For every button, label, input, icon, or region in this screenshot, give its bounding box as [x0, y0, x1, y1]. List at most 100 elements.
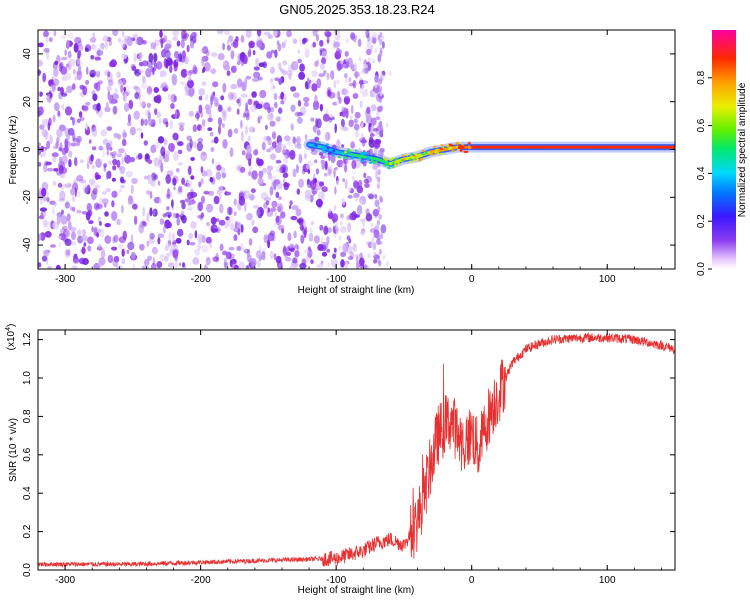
spectrogram-noise-blob [153, 157, 160, 167]
spectrogram-noise-blob [153, 209, 156, 215]
spectrogram-artifact-blob [379, 47, 383, 54]
spectrogram-noise-blob [297, 100, 302, 107]
spectrogram-noise-blob [121, 31, 125, 37]
spectrogram-noise-blob [89, 73, 95, 78]
spectrogram-noise-blob [274, 101, 278, 109]
spectrogram-ridge-speckle [405, 153, 409, 157]
spectrogram-ridge-speckle [412, 159, 416, 162]
spectrogram-noise-blob [64, 49, 67, 56]
spectrogram-noise-blob [163, 138, 168, 146]
spectrogram-noise-blob [330, 154, 336, 164]
spectrogram-noise-blob [272, 85, 276, 89]
spectrogram-noise-blob [112, 158, 118, 166]
spectrogram-noise-blob [54, 102, 60, 112]
spectrogram-noise-blob [175, 168, 180, 173]
spectrogram-noise-blob [129, 156, 136, 163]
spectrogram-noise-blob [342, 126, 349, 132]
spectrogram-noise-blob [274, 77, 280, 81]
spectrogram-noise-blob [41, 128, 48, 138]
spectrogram-haze-blob [358, 56, 362, 62]
spectrogram-noise-blob [43, 30, 49, 38]
spectrogram-noise-blob [240, 93, 248, 98]
spectrogram-noise-blob [241, 131, 244, 142]
spectrogram-noise-blob [286, 251, 292, 256]
spectrogram-noise-blob [324, 131, 331, 141]
snr-y-tick-label: 0.0 [22, 563, 33, 577]
spectrogram-noise-blob [353, 192, 360, 199]
spectrogram-noise-blob [97, 47, 101, 57]
spectrogram-noise-blob [117, 148, 125, 154]
spectrogram-noise-blob [64, 106, 73, 116]
spectrogram-noise-blob [315, 33, 319, 42]
spectrogram-noise-blob [290, 215, 298, 221]
spectrogram-artifact-blob [380, 149, 384, 156]
spectrogram-noise-blob [146, 85, 153, 96]
spectrogram-noise-blob [212, 81, 219, 88]
spectrogram-noise-blob [82, 229, 86, 236]
spectrogram-noise-blob [220, 109, 227, 115]
spectrogram-noise-blob [82, 85, 88, 96]
spectrogram-noise-blob [48, 37, 53, 43]
spectrogram-noise-blob [358, 257, 365, 267]
spectrogram-noise-blob [263, 31, 271, 36]
spectrogram-ridge-speckle [396, 159, 400, 163]
spectrogram-ridge-speckle [366, 155, 370, 158]
spectrogram-noise-blob [225, 216, 230, 221]
spectrogram-ridge-speckle [347, 149, 351, 153]
spectrogram-noise-blob [52, 78, 60, 87]
spectrogram-noise-blob [96, 184, 101, 189]
spectrogram-noise-blob [255, 208, 261, 217]
spectrogram-noise-blob [173, 95, 178, 102]
spectrogram-noise-blob [166, 206, 170, 211]
spectrogram-haze-blob [338, 235, 342, 241]
spectrogram-noise-blob [287, 232, 292, 242]
spectrogram-noise-blob [347, 194, 353, 199]
spectrogram-noise-blob [319, 224, 324, 231]
spectrogram-noise-blob [175, 237, 182, 244]
spectrogram-haze-blob [340, 105, 344, 111]
spectrogram-noise-blob [116, 153, 123, 158]
spectrogram-noise-blob [100, 129, 108, 137]
spectrogram-noise-blob [71, 195, 76, 203]
spectrogram-ridge-speckle [461, 143, 465, 146]
spectrogram-artifact-blob [377, 169, 381, 176]
spectrogram-noise-blob [210, 93, 216, 102]
spectrogram-ridge-speckle [448, 143, 452, 146]
spectrogram-haze-blob [382, 254, 386, 260]
spectrogram-noise-blob [67, 140, 72, 148]
spectrogram-noise-blob [69, 206, 73, 211]
spectrogram-noise-blob [138, 223, 144, 234]
spectrogram-noise-blob [42, 72, 47, 83]
spectrogram-noise-blob [266, 51, 273, 59]
spectrogram-ridge-speckle [429, 150, 433, 154]
spectrogram-noise-blob [89, 37, 97, 43]
spectrogram-noise-blob [170, 93, 177, 103]
spectrogram-noise-blob [58, 242, 62, 248]
colorbar-tick-label: 0.2 [696, 214, 707, 228]
spectrogram-haze-blob [374, 83, 378, 89]
spectrogram-noise-blob [261, 141, 266, 151]
spectrogram-noise-blob [245, 151, 253, 161]
spectrogram-noise-blob [292, 38, 298, 44]
spectrogram-noise-blob [286, 140, 293, 147]
spectrogram-noise-blob [340, 251, 347, 257]
spectrogram-noise-blob [167, 262, 175, 268]
spectrogram-noise-blob [90, 154, 94, 162]
spectrogram-noise-blob [95, 203, 103, 209]
spectrogram-noise-blob [127, 122, 132, 127]
spectrogram-noise-blob [150, 42, 155, 50]
spectrogram-haze-blob [360, 199, 363, 205]
spectrogram-noise-blob [155, 61, 163, 70]
spectrogram-noise-blob [221, 111, 227, 118]
spectrogram-noise-blob [211, 52, 218, 58]
spectrogram-noise-blob [163, 225, 166, 234]
spectrogram-noise-blob [150, 144, 157, 154]
spectrogram-noise-blob [112, 105, 118, 115]
spectrogram-noise-blob [290, 104, 296, 112]
spectrogram-noise-blob [366, 48, 372, 56]
spectrogram-noise-blob [315, 180, 322, 191]
spectrogram-noise-blob [344, 179, 348, 190]
spectrogram-noise-blob [319, 103, 323, 112]
spectrogram-noise-blob [112, 151, 117, 156]
spectrogram-noise-blob [49, 93, 53, 98]
